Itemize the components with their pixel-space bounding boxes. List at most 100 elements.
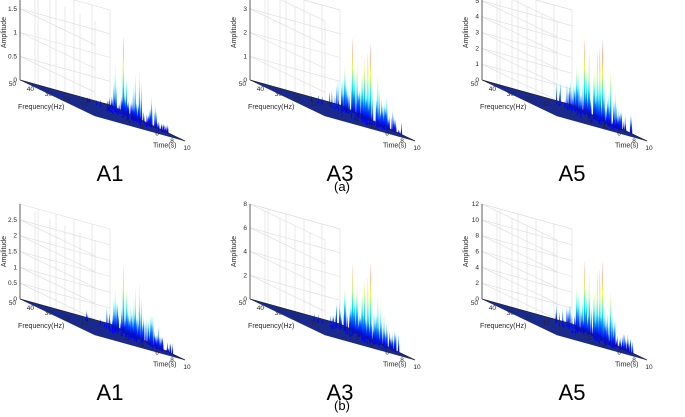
surface-spike bbox=[103, 321, 106, 328]
peak-spike bbox=[377, 73, 379, 124]
surface-spike bbox=[147, 114, 150, 125]
z-tick-label: 1.5 bbox=[8, 6, 17, 13]
surface-spike bbox=[99, 318, 101, 325]
z-tick-label: 0 bbox=[13, 296, 17, 303]
frequency-axis bbox=[481, 79, 573, 106]
frequency-tick-label: 40 bbox=[27, 305, 35, 312]
surface-spike bbox=[112, 313, 114, 329]
axis-walls bbox=[249, 203, 341, 336]
surface-spike bbox=[330, 315, 332, 327]
frequency-axis-label: Frequency(Hz) bbox=[480, 104, 526, 111]
time-tick-label: 10 bbox=[183, 145, 191, 152]
surface-spike bbox=[375, 96, 377, 123]
amplitude-axis-label: Amplitude bbox=[1, 17, 8, 48]
surface-spike bbox=[587, 88, 590, 114]
time-axis-label: Time(s) bbox=[153, 361, 176, 368]
surface-spike bbox=[382, 326, 384, 345]
z-tick-label: 0 bbox=[13, 77, 17, 84]
surface-spike bbox=[568, 304, 570, 328]
surface-spike bbox=[582, 322, 584, 331]
surface-spike bbox=[367, 103, 369, 119]
surface-spike bbox=[106, 306, 108, 328]
surface-spike bbox=[364, 336, 366, 343]
surface-spike bbox=[603, 311, 605, 340]
z-tick-label: 8 bbox=[475, 233, 479, 240]
surface-spike bbox=[166, 126, 168, 133]
panels-layer: 00.511.51020304050246810AmplitudeFrequen… bbox=[1, 0, 653, 405]
surface-spike bbox=[113, 299, 115, 329]
panel-label: A5 bbox=[559, 161, 586, 186]
z-tick-label: 4 bbox=[475, 264, 479, 271]
surface-spike bbox=[345, 85, 347, 111]
frequency-tick-label: 10 bbox=[81, 101, 89, 108]
surface-spike bbox=[329, 91, 331, 107]
time-tick-label: 6 bbox=[385, 350, 389, 357]
surface-spike bbox=[357, 95, 360, 115]
surface-spike bbox=[109, 98, 111, 109]
surface-spike bbox=[129, 103, 131, 116]
surface-plot-5: 0 2 4 6 8 10 20 30 40 50 2 4 6 8 10 Amplitude Frequency(… bbox=[231, 201, 421, 405]
surface-spike bbox=[132, 120, 134, 122]
surface-spike bbox=[618, 121, 620, 129]
surface-spike bbox=[393, 126, 396, 132]
surface-spike bbox=[115, 84, 117, 113]
amplitude-axis-label: Amplitude bbox=[231, 17, 238, 48]
surface-spike bbox=[116, 105, 118, 113]
surface-spike bbox=[143, 111, 145, 122]
surface-spike bbox=[138, 315, 140, 339]
peak-spike bbox=[583, 38, 586, 112]
peak-spike bbox=[601, 38, 604, 122]
surface-spike bbox=[352, 76, 355, 112]
frequency-tick-label: 50 bbox=[239, 81, 247, 88]
surface-spike bbox=[370, 315, 372, 341]
frequency-tick-label: 40 bbox=[489, 86, 497, 93]
time-axis-label: Time(s) bbox=[383, 142, 406, 149]
peak-spike bbox=[122, 35, 125, 113]
surface-spike bbox=[356, 114, 359, 121]
surface-spike bbox=[146, 113, 148, 125]
z-gridline bbox=[512, 0, 573, 22]
surface-spike bbox=[605, 108, 607, 125]
row-label-b: (b) bbox=[334, 398, 350, 413]
frequency-tick-label: 20 bbox=[63, 315, 71, 322]
surface-spike bbox=[159, 335, 161, 349]
time-tick-label: 8 bbox=[170, 357, 174, 364]
surface-spike bbox=[154, 335, 156, 346]
surface-spike bbox=[360, 316, 362, 335]
surface-spike bbox=[145, 323, 147, 343]
time-tick-label: 6 bbox=[617, 131, 621, 138]
surface-spike bbox=[154, 105, 156, 128]
surface-spike bbox=[361, 87, 364, 117]
surface-spike bbox=[142, 323, 144, 341]
amplitude-axis-label: Amplitude bbox=[1, 236, 8, 267]
surface-spike bbox=[590, 116, 592, 123]
axes: 01234561020304050246810AmplitudeFrequenc… bbox=[463, 0, 653, 152]
axes: 0 2 4 6 8 10 12 10 20 30 40 50 2 4 6 8 10 Amplitude Freque… bbox=[463, 201, 653, 371]
surface-spike bbox=[594, 100, 597, 117]
surface-spike bbox=[400, 121, 403, 135]
surface-spike bbox=[382, 105, 384, 127]
z-tick-label: 2 bbox=[475, 45, 479, 52]
panel-label: A1 bbox=[97, 161, 124, 186]
frequency-tick-label: 40 bbox=[27, 86, 35, 93]
z-tick-label: 1.5 bbox=[8, 249, 17, 256]
surface-spike bbox=[380, 332, 383, 345]
surface-spike bbox=[149, 108, 151, 125]
peak-spike bbox=[369, 42, 372, 122]
surface-spike bbox=[313, 313, 315, 322]
surface-spike bbox=[367, 118, 369, 125]
surface-spikes bbox=[311, 37, 403, 135]
surface-spike bbox=[388, 338, 390, 348]
frequency-tick-label: 50 bbox=[9, 81, 17, 88]
surface-spike bbox=[616, 117, 618, 127]
time-axis bbox=[109, 104, 186, 142]
surface-spike bbox=[574, 327, 576, 334]
surface-spike bbox=[128, 312, 130, 334]
surface-spike bbox=[386, 95, 388, 128]
surface-spike bbox=[322, 319, 324, 324]
peak-spike bbox=[609, 70, 612, 125]
surface-spike bbox=[355, 293, 358, 333]
surface-spike bbox=[348, 93, 351, 114]
z-tick-label: 6 bbox=[243, 225, 247, 232]
